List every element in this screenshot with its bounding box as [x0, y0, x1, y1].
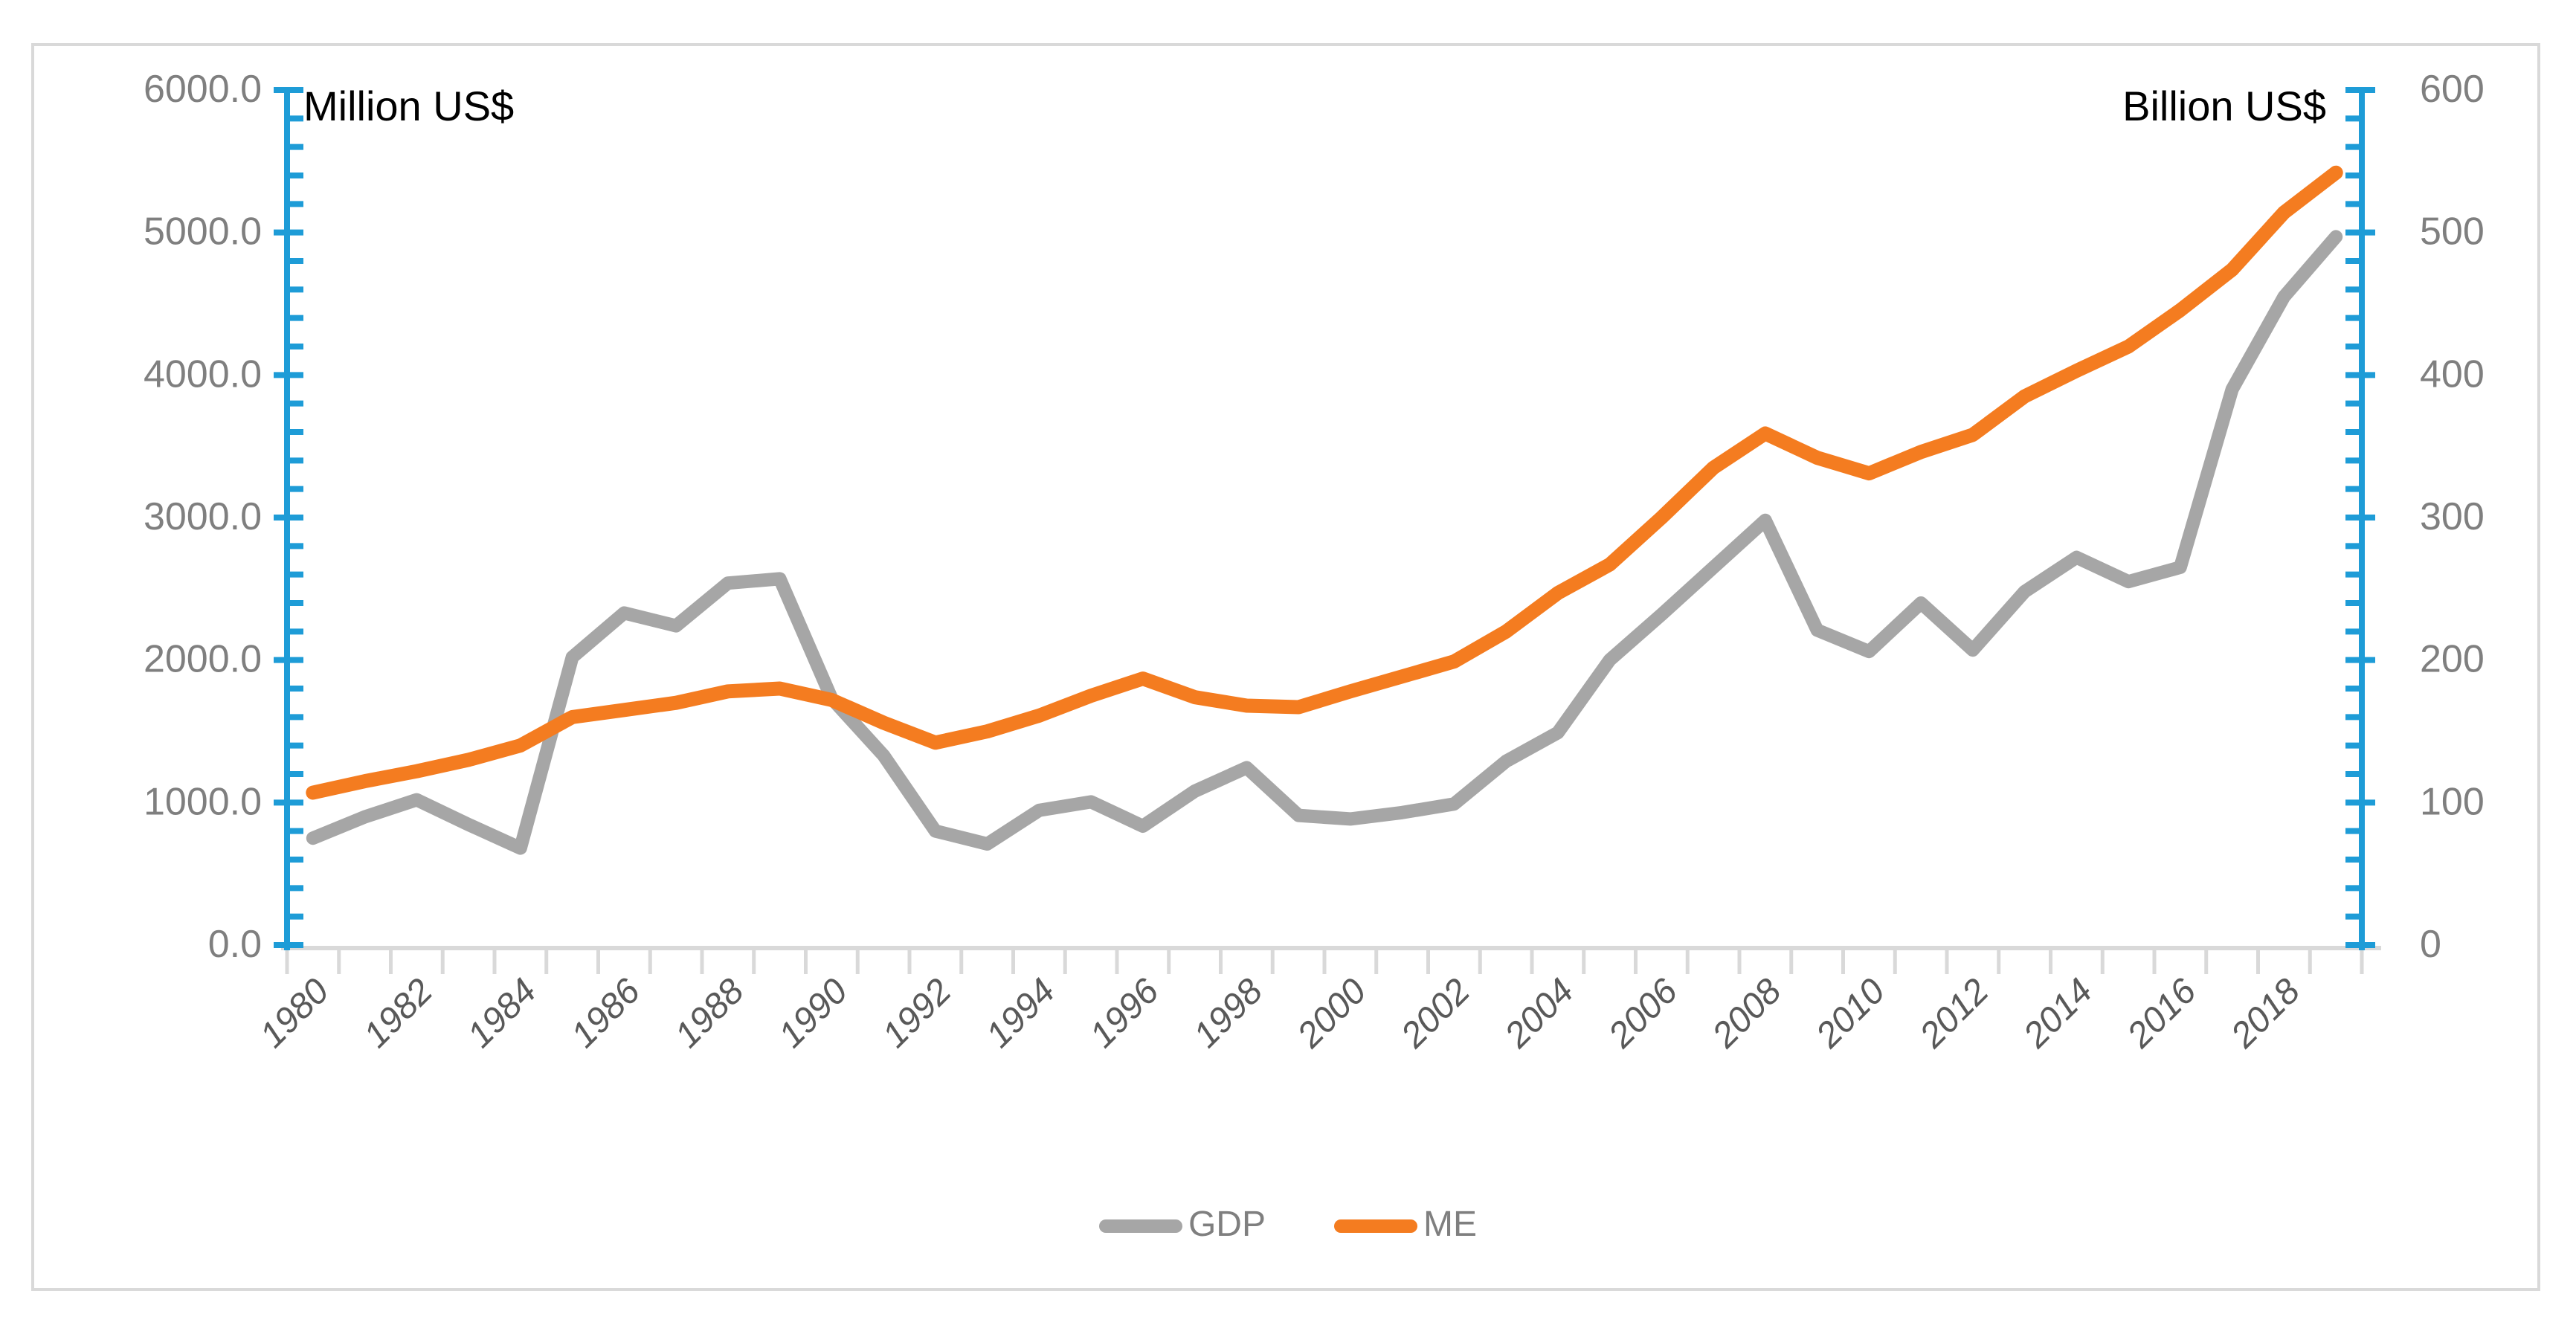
- legend-label-me: ME: [1423, 1205, 1477, 1245]
- gdp-line-swatch-icon: [1098, 1219, 1182, 1232]
- me-line: [306, 165, 2343, 800]
- x-tick-label: 1990: [771, 971, 855, 1055]
- left-axis-tick-label: 6000.0: [144, 68, 262, 111]
- right-axis-tick-label: 300: [2420, 495, 2485, 538]
- right-axis-tick-label: 500: [2420, 210, 2485, 254]
- me-line-swatch-icon: [1334, 1219, 1417, 1232]
- left-axis-title: Million US$: [303, 83, 515, 129]
- right-axis-tick-label: 0: [2420, 923, 2441, 966]
- x-tick-labels: 1980 1982 1984 1986 1988 1990 1992 1994 1996 1998…: [253, 971, 2308, 1056]
- x-tick-label: 2008: [1704, 971, 1789, 1056]
- x-tick-label: 2016: [2119, 971, 2204, 1056]
- legend-label-gdp: GDP: [1188, 1205, 1266, 1245]
- right-axis-title: Billion US$: [2122, 83, 2326, 129]
- x-tick-label: 1988: [668, 971, 752, 1055]
- x-tick-label: 1984: [460, 971, 544, 1055]
- right-axis-tick-label: 400: [2420, 352, 2485, 396]
- x-tick-label: 1980: [253, 971, 337, 1055]
- x-tick-label: 2000: [1289, 971, 1374, 1056]
- x-axis: [281, 946, 2381, 974]
- x-tick-label: 2006: [1600, 971, 1685, 1056]
- gdp-line: [306, 230, 2343, 855]
- x-tick-label: 2012: [1912, 971, 1997, 1056]
- left-axis-tick-label: 3000.0: [144, 495, 262, 538]
- chart-frame: [31, 43, 2540, 1291]
- left-axis-tick-label: 4000.0: [144, 352, 262, 396]
- right-axis-tick-label: 100: [2420, 780, 2485, 823]
- left-axis-tick-label: 5000.0: [144, 210, 262, 254]
- right-axis-tick-label: 600: [2420, 68, 2485, 111]
- x-tick-label: 2010: [1808, 971, 1893, 1056]
- left-axis: 0.0 1000.0 2000.0 3000.0 4000.0 5000.0 6000.0: [144, 68, 303, 966]
- x-tick-label: 1986: [564, 971, 648, 1055]
- x-tick-label: 2002: [1393, 971, 1478, 1056]
- x-tick-label: 2018: [2223, 971, 2308, 1056]
- right-axis-tick-label: 200: [2420, 638, 2485, 681]
- x-tick-label: 1996: [1083, 971, 1167, 1055]
- left-axis-tick-label: 2000.0: [144, 638, 262, 681]
- x-tick-label: 1994: [979, 971, 1063, 1055]
- left-axis-tick-label: 0.0: [208, 923, 262, 966]
- x-tick-label: 1992: [875, 971, 959, 1055]
- x-tick-label: 1982: [356, 971, 440, 1055]
- legend-item-me: ME: [1334, 1205, 1477, 1245]
- legend-item-gdp: GDP: [1098, 1205, 1266, 1245]
- chart-legend: GDP ME: [0, 1205, 2576, 1245]
- right-axis: 0 100 200 300 400 500 600: [2345, 68, 2485, 966]
- left-axis-tick-label: 1000.0: [144, 780, 262, 823]
- x-tick-label: 2004: [1497, 971, 1582, 1056]
- x-tick-label: 1998: [1186, 971, 1270, 1055]
- x-tick-label: 2014: [2015, 971, 2100, 1056]
